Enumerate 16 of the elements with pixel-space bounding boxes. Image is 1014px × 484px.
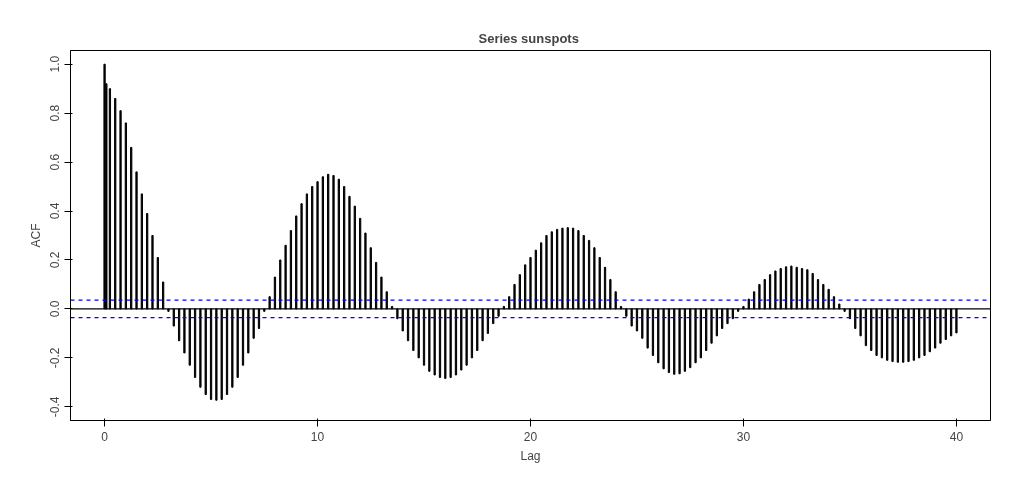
y-tick-label: 0.8 [48, 104, 63, 122]
x-tick-label: 10 [310, 429, 325, 444]
x-axis-title: Lag [520, 448, 541, 463]
chart-title: Series sunspots [478, 30, 579, 46]
x-tick-label: 20 [523, 429, 538, 444]
y-tick-label: 0.4 [48, 202, 63, 220]
y-tick-label: 0.0 [48, 300, 63, 318]
x-tick-label: 30 [736, 429, 751, 444]
y-axis-title: ACF [28, 223, 43, 248]
y-tick-label: 0.2 [48, 251, 63, 269]
y-tick-label: 1.0 [48, 55, 63, 73]
y-tick-label: -0.4 [48, 396, 63, 418]
x-tick-label: 40 [949, 429, 964, 444]
x-tick-label: 0 [101, 429, 109, 444]
y-tick-label: 0.6 [48, 153, 63, 171]
y-tick-label: -0.2 [48, 347, 63, 369]
